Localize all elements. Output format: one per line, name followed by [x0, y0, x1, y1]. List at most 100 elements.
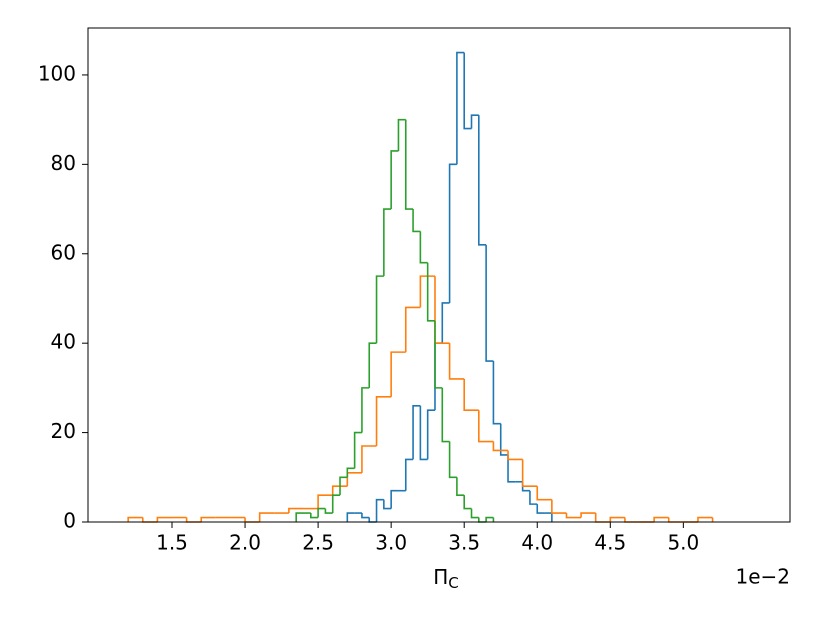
histogram-step	[456, 477, 465, 496]
histogram-step	[361, 513, 370, 519]
histogram-step	[463, 495, 472, 510]
histogram-step	[478, 517, 487, 523]
histogram-step	[244, 517, 260, 523]
histogram-step	[448, 343, 465, 380]
x-tick-label: 1.5	[156, 531, 188, 555]
y-tick-label: 40	[51, 330, 76, 354]
histogram-step	[295, 512, 304, 522]
histogram-step	[331, 485, 348, 496]
histogram-step	[383, 499, 392, 510]
histogram-step	[200, 516, 216, 522]
histogram-step	[404, 306, 421, 353]
histogram-step	[507, 454, 516, 483]
histogram-step	[288, 507, 304, 514]
histogram-step	[368, 342, 377, 388]
histogram-step	[324, 508, 333, 514]
histogram-step	[317, 507, 326, 518]
plot-frame	[87, 27, 791, 523]
histogram-step	[419, 275, 435, 308]
histogram-step	[456, 51, 465, 165]
histogram-step	[390, 150, 399, 210]
histogram-step	[492, 441, 509, 452]
histogram-step	[346, 472, 362, 487]
histogram-step	[156, 516, 173, 522]
histogram-step	[499, 423, 509, 456]
histogram-step	[485, 516, 494, 522]
histogram-step	[448, 441, 457, 479]
histogram-step	[434, 342, 443, 411]
histogram-step	[426, 409, 435, 460]
y-tick-label: 100	[38, 61, 76, 85]
histogram-step	[492, 361, 501, 425]
histogram-step	[375, 275, 384, 344]
histogram-step	[441, 302, 450, 344]
histogram-step	[529, 490, 538, 505]
histogram-step	[361, 445, 377, 473]
histogram-step	[375, 396, 392, 446]
histogram-step	[383, 208, 392, 277]
histogram-step	[141, 517, 158, 523]
histogram-step	[127, 516, 143, 522]
histogram-step	[521, 459, 538, 488]
histogram-step	[609, 516, 625, 522]
histogram-step	[390, 351, 406, 397]
histogram-step	[346, 512, 355, 522]
x-label-symbol: Π	[433, 565, 448, 589]
histogram-step	[448, 163, 457, 303]
histogram-step	[419, 405, 428, 461]
histogram-step	[434, 320, 443, 389]
histogram-step	[594, 513, 611, 523]
histogram-step	[507, 450, 523, 461]
histogram-step	[565, 513, 582, 519]
histogram-step	[185, 517, 202, 523]
histogram-step	[258, 512, 275, 522]
y-tick-label: 80	[51, 151, 76, 175]
histogram-step	[412, 209, 421, 233]
histogram-step	[375, 498, 384, 522]
histogram-step	[697, 516, 713, 522]
histogram-step	[441, 387, 450, 443]
histogram-step	[463, 378, 479, 412]
histogram-step	[397, 118, 406, 151]
histogram-step	[404, 119, 414, 210]
histogram-step	[653, 516, 669, 522]
histogram-step	[346, 467, 355, 478]
histogram-step	[390, 489, 399, 509]
histogram-step	[551, 499, 567, 514]
x-tick-label: 2.5	[302, 531, 334, 555]
histogram-step	[470, 508, 479, 519]
y-tick-label: 0	[63, 509, 76, 533]
histogram-step	[667, 517, 684, 523]
histogram-step	[339, 476, 348, 496]
histogram-step	[536, 504, 545, 514]
x-tick-label: 3.5	[448, 531, 480, 555]
histogram-step	[317, 494, 333, 509]
x-tick-label: 2.0	[229, 531, 261, 555]
histogram-step	[404, 458, 414, 491]
histogram-step	[478, 410, 494, 443]
histogram-step	[580, 512, 596, 518]
histogram-step	[419, 231, 428, 264]
x-label-subscript: C	[448, 574, 458, 592]
histogram-step	[470, 114, 479, 129]
x-axis-label: ΠC	[433, 565, 459, 592]
histogram-step	[353, 431, 362, 469]
histogram-step	[368, 517, 377, 523]
x-tick-label: 3.0	[375, 531, 407, 555]
histogram-step	[426, 262, 435, 322]
histogram-step	[624, 517, 640, 523]
histogram-step	[463, 52, 472, 130]
y-tick-label: 60	[51, 240, 76, 264]
histogram-step	[478, 115, 487, 246]
y-tick-label: 20	[51, 419, 76, 443]
x-offset-label: 1e−2	[735, 565, 790, 589]
x-tick-label: 5.0	[667, 531, 699, 555]
x-tick-label: 4.0	[521, 531, 553, 555]
x-tick-label: 4.5	[594, 531, 626, 555]
histogram-step	[485, 244, 494, 362]
histogram-step	[361, 387, 370, 433]
histogram-step	[412, 404, 421, 460]
histogram-step	[331, 494, 341, 514]
histogram-step	[536, 486, 552, 501]
